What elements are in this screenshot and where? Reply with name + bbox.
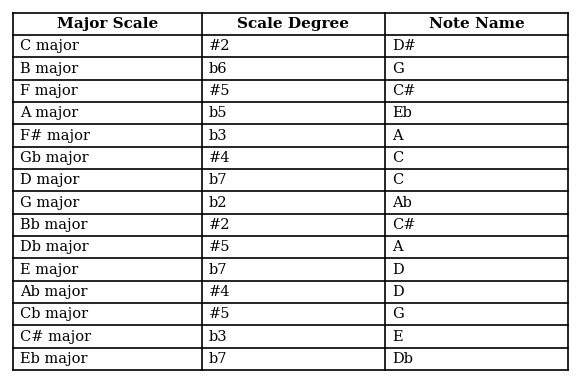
Text: F# major: F# major bbox=[20, 128, 90, 143]
Text: Ab major: Ab major bbox=[20, 285, 87, 299]
Text: G: G bbox=[392, 307, 404, 321]
Text: D: D bbox=[392, 263, 404, 277]
Text: Gb major: Gb major bbox=[20, 151, 88, 165]
Text: G major: G major bbox=[20, 196, 79, 210]
Text: Scale Degree: Scale Degree bbox=[237, 17, 349, 31]
Text: C major: C major bbox=[20, 39, 79, 53]
Text: G: G bbox=[392, 61, 404, 75]
Text: B major: B major bbox=[20, 61, 78, 75]
Text: Bb major: Bb major bbox=[20, 218, 87, 232]
Text: #2: #2 bbox=[209, 218, 230, 232]
Text: #5: #5 bbox=[209, 240, 230, 254]
Text: b7: b7 bbox=[209, 352, 227, 366]
Text: D#: D# bbox=[392, 39, 416, 53]
Text: C#: C# bbox=[392, 218, 415, 232]
Text: Db: Db bbox=[392, 352, 413, 366]
Text: C: C bbox=[392, 151, 403, 165]
Text: Eb major: Eb major bbox=[20, 352, 87, 366]
Text: b7: b7 bbox=[209, 173, 227, 187]
Text: #4: #4 bbox=[209, 151, 230, 165]
Text: b7: b7 bbox=[209, 263, 227, 277]
Text: E: E bbox=[392, 330, 403, 344]
Text: E major: E major bbox=[20, 263, 78, 277]
Text: b5: b5 bbox=[209, 106, 227, 120]
Text: b6: b6 bbox=[209, 61, 227, 75]
Text: b3: b3 bbox=[209, 128, 227, 143]
Text: A: A bbox=[392, 240, 403, 254]
Text: #2: #2 bbox=[209, 39, 230, 53]
Text: Ab: Ab bbox=[392, 196, 412, 210]
Text: D: D bbox=[392, 285, 404, 299]
Text: Db major: Db major bbox=[20, 240, 88, 254]
Text: F major: F major bbox=[20, 84, 78, 98]
Text: A: A bbox=[392, 128, 403, 143]
Text: #5: #5 bbox=[209, 84, 230, 98]
Text: A major: A major bbox=[20, 106, 78, 120]
Text: C# major: C# major bbox=[20, 330, 91, 344]
Text: b3: b3 bbox=[209, 330, 227, 344]
Text: C: C bbox=[392, 173, 403, 187]
Text: C#: C# bbox=[392, 84, 415, 98]
Text: #4: #4 bbox=[209, 285, 230, 299]
Text: b2: b2 bbox=[209, 196, 227, 210]
Text: D major: D major bbox=[20, 173, 79, 187]
Text: Eb: Eb bbox=[392, 106, 412, 120]
Text: #5: #5 bbox=[209, 307, 230, 321]
Text: Note Name: Note Name bbox=[429, 17, 524, 31]
Text: Cb major: Cb major bbox=[20, 307, 88, 321]
Text: Major Scale: Major Scale bbox=[57, 17, 158, 31]
